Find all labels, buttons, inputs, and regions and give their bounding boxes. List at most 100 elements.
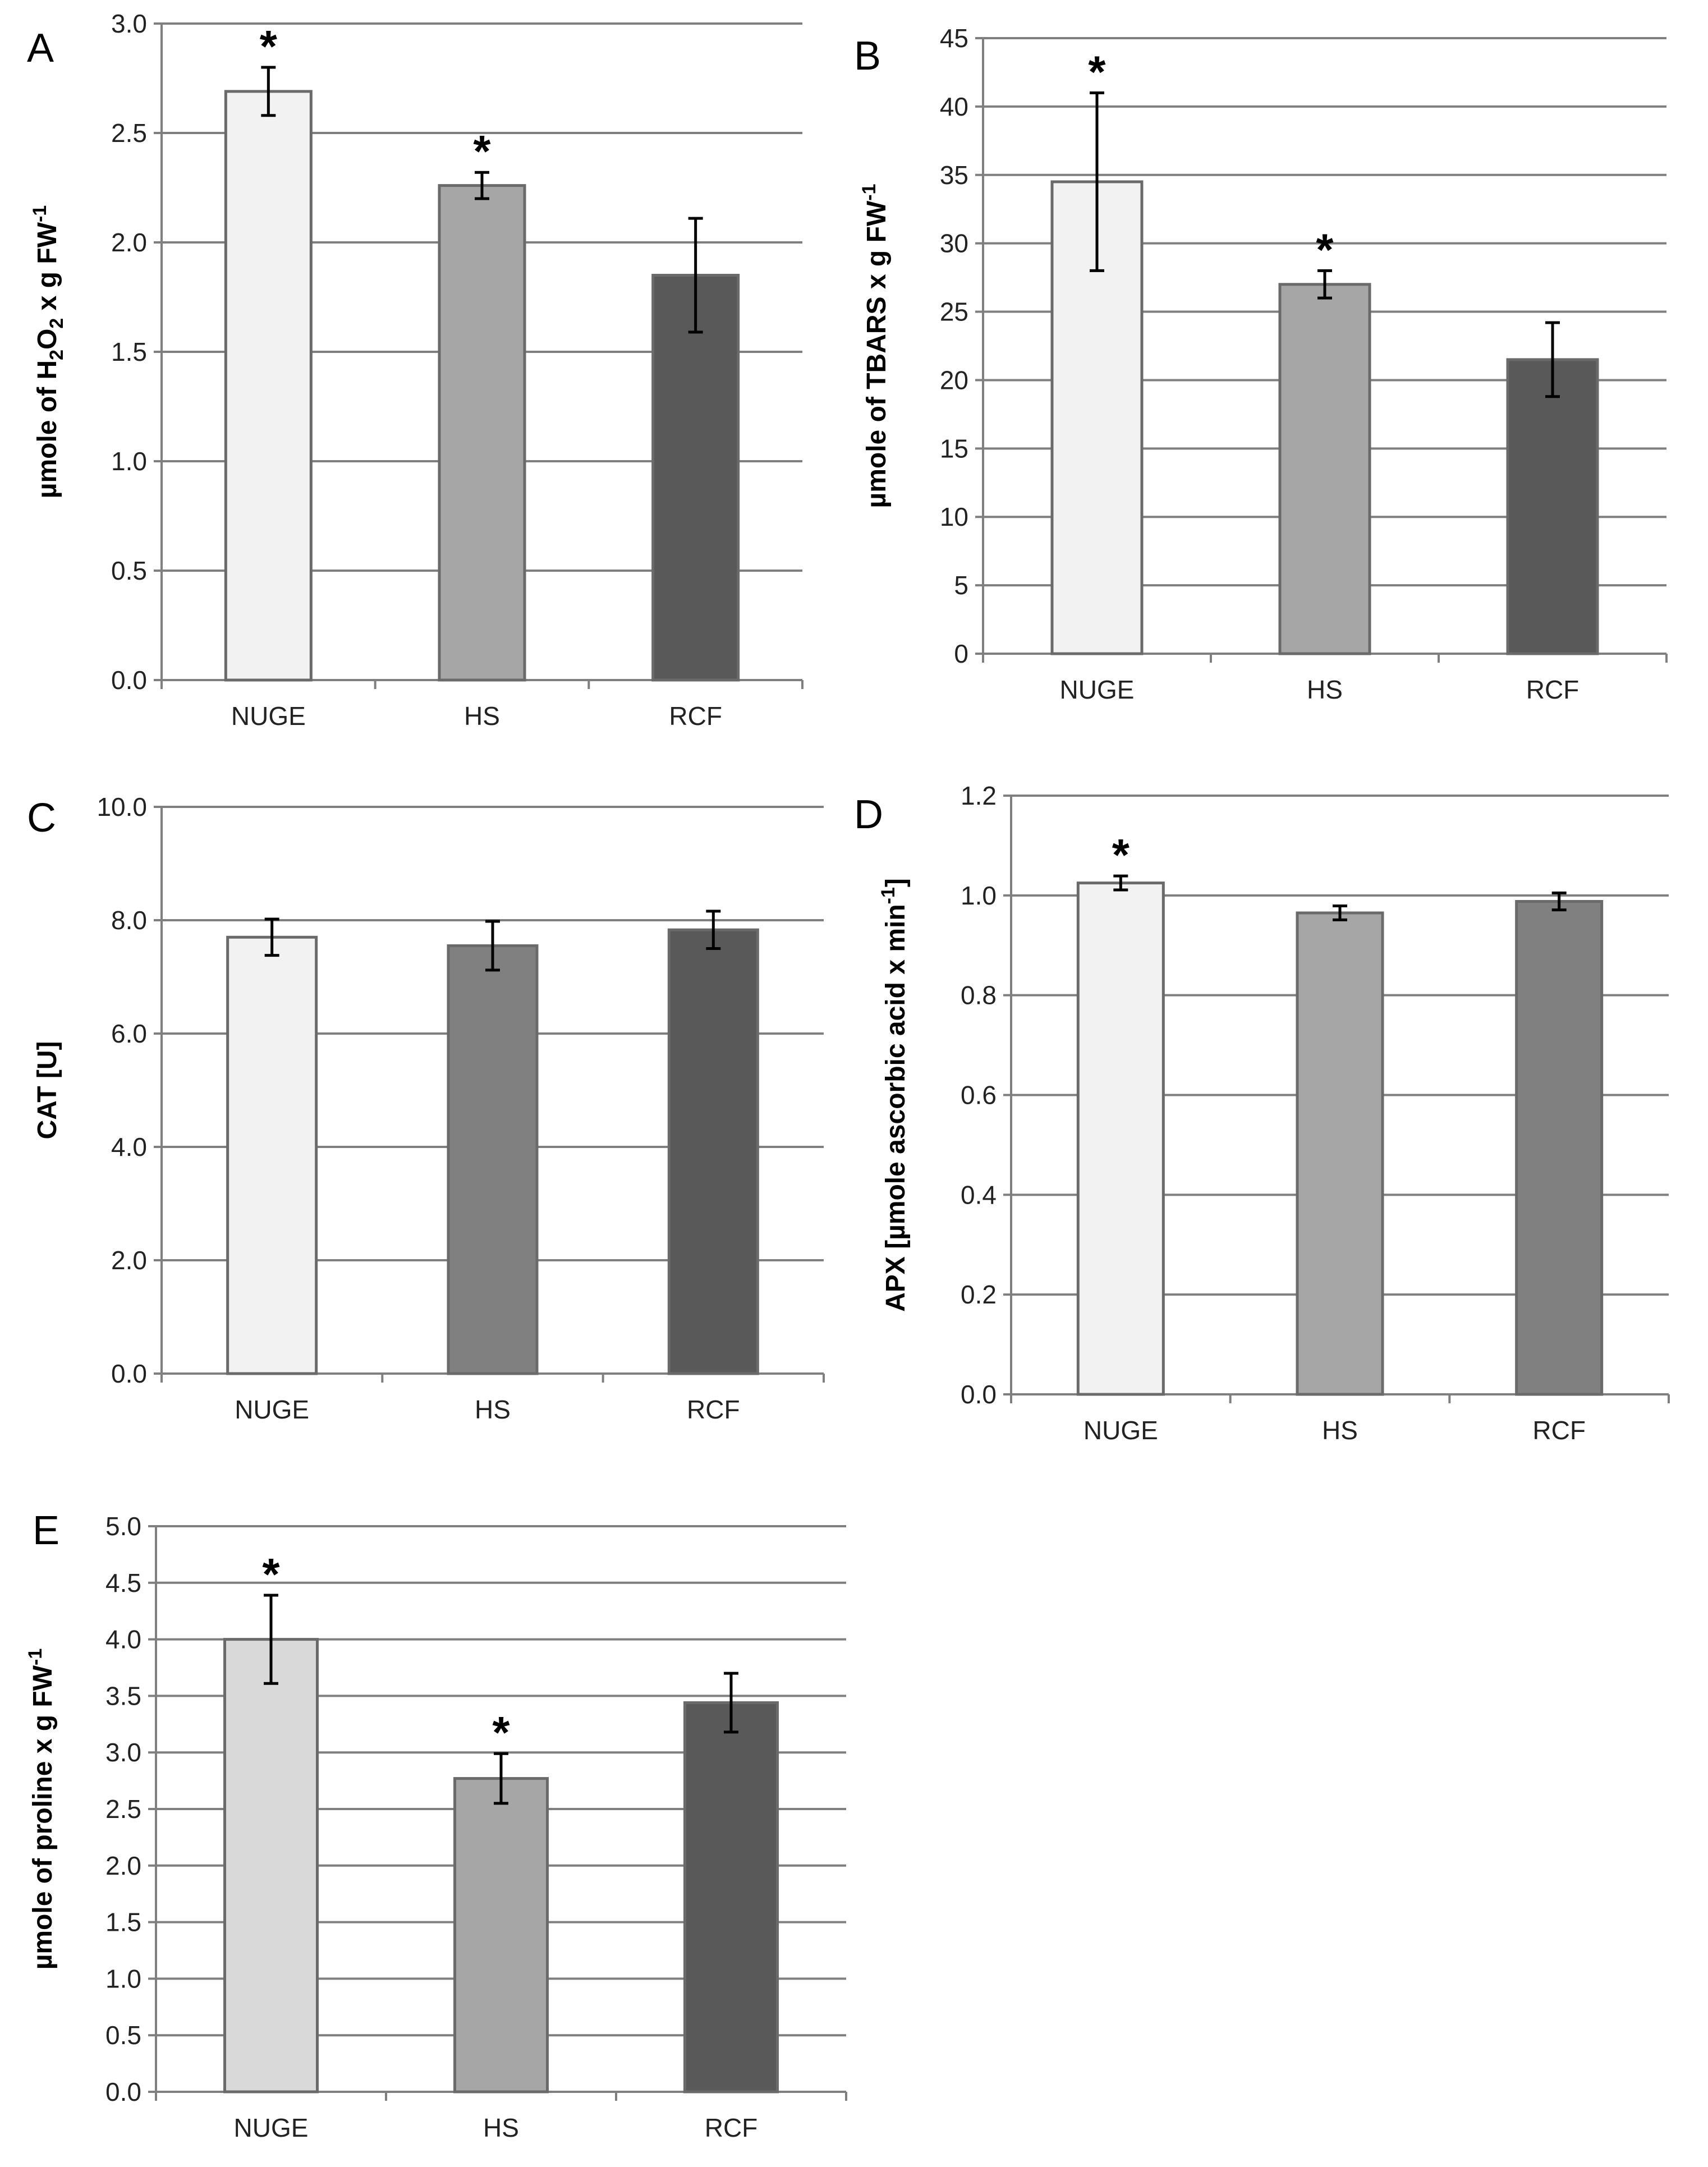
x-tick-label: RCF <box>1526 675 1580 704</box>
x-tick-label: RCF <box>669 701 722 731</box>
bar-hs <box>1296 911 1384 1396</box>
panel-label: A <box>27 26 54 71</box>
y-tick-label: 2.0 <box>111 228 147 257</box>
y-tick-label: 1.2 <box>961 781 997 810</box>
y-tick-label: 20 <box>940 365 968 394</box>
x-tick-label: HS <box>1322 1416 1358 1445</box>
y-axis-title-part: ] <box>881 878 911 887</box>
bar-hs <box>447 944 539 1375</box>
y-axis-title-part: x g FW <box>33 222 62 318</box>
y-tick-label: 0.6 <box>961 1081 997 1110</box>
bar-hs <box>453 1777 549 2093</box>
panel-label: E <box>33 1508 59 1553</box>
panel-label: D <box>854 792 883 837</box>
y-tick-label: 30 <box>940 229 968 258</box>
chart-panel-d: D 0.0 0.2 0.4 0.6 0.8 1.0 1.2 * NUGE HS RCF APX [µmo… <box>854 781 1670 1445</box>
y-tick-label: 0.5 <box>111 556 147 585</box>
y-axis-title: µmole of TBARS x g FW-1 <box>858 184 892 508</box>
y-axis-title-part: O <box>33 329 62 350</box>
bar-hs <box>438 184 526 682</box>
y-tick-label: 1.5 <box>111 337 147 366</box>
x-tick-label: HS <box>1307 675 1343 704</box>
significance-star: * <box>1112 830 1130 880</box>
significance-star: * <box>473 126 491 176</box>
y-tick-label: 8.0 <box>111 906 147 935</box>
bar-nuge <box>224 90 313 682</box>
y-axis-title: CAT [U] <box>33 1041 62 1139</box>
y-tick-label: 2.0 <box>111 1246 147 1275</box>
y-tick-label: 10 <box>940 502 968 531</box>
y-axis-title: µmole of proline x g FW-1 <box>25 1649 58 1970</box>
y-axis-title-part: -1 <box>858 184 880 201</box>
x-tick-label: NUGE <box>235 1395 309 1424</box>
y-tick-label: 0.0 <box>111 1359 147 1388</box>
y-tick-label: 40 <box>940 92 968 121</box>
bar-rcf <box>667 928 759 1375</box>
y-tick-label: 3.0 <box>111 9 147 38</box>
panel-label: B <box>854 34 881 79</box>
y-tick-label: 1.0 <box>961 881 997 910</box>
y-tick-label: 4.0 <box>105 1625 141 1654</box>
panel-label: C <box>27 796 56 841</box>
y-tick-label: 15 <box>940 434 968 463</box>
y-tick-label: 5.0 <box>105 1512 141 1541</box>
bar-rcf <box>683 1701 779 2093</box>
y-axis-title: APX [µmole ascorbic acid x min-1] <box>878 878 911 1312</box>
bar-hs <box>1278 283 1371 655</box>
x-tick-label: NUGE <box>1083 1416 1158 1445</box>
bar-nuge <box>226 935 318 1375</box>
y-tick-label: 0.5 <box>105 2021 141 2050</box>
y-tick-label: 2.0 <box>105 1851 141 1880</box>
y-tick-label: 2.5 <box>111 118 147 148</box>
x-tick-label: RCF <box>705 2113 758 2142</box>
y-tick-label: 0.0 <box>111 665 147 695</box>
y-tick-label: 0.2 <box>961 1280 997 1309</box>
y-axis-title-part: 2 <box>46 318 67 329</box>
significance-star: * <box>260 21 278 71</box>
y-tick-label: 4.5 <box>105 1568 141 1597</box>
y-tick-label: 0 <box>954 639 968 668</box>
bar-rcf <box>651 274 740 682</box>
x-tick-label: NUGE <box>234 2113 309 2142</box>
chart-panel-a: A 0.0 0.5 1.0 1.5 2.0 2.5 3.0 * NUGE * HS RCF µmole o… <box>27 9 804 731</box>
x-tick-label: RCF <box>687 1395 740 1424</box>
y-axis-title-part: 2 <box>46 350 67 360</box>
y-tick-label: 10.0 <box>97 792 147 821</box>
y-tick-label: 3.5 <box>105 1681 141 1710</box>
chart-panel-c: C 0.0 2.0 4.0 6.0 8.0 10.0 NUGE HS RCF CAT [U] <box>27 792 825 1424</box>
y-tick-label: 0.0 <box>105 2077 141 2106</box>
y-tick-label: 35 <box>940 160 968 190</box>
x-tick-label: NUGE <box>1060 675 1135 704</box>
y-tick-label: 0.4 <box>961 1180 997 1209</box>
y-axis-title-part: µmole of H <box>33 360 62 498</box>
significance-star: * <box>492 1707 510 1757</box>
y-tick-label: 5 <box>954 571 968 600</box>
y-tick-label: 1.0 <box>105 1964 141 1993</box>
bar-nuge <box>1076 882 1165 1396</box>
y-tick-label: 4.0 <box>111 1132 147 1161</box>
significance-star: * <box>1088 47 1106 97</box>
y-axis-title-part: APX [µmole ascorbic acid x min <box>881 904 911 1312</box>
y-tick-label: 6.0 <box>111 1019 147 1048</box>
y-axis-title-part: -1 <box>25 1649 46 1665</box>
bar-nuge <box>223 1638 319 2093</box>
y-tick-label: 25 <box>940 297 968 327</box>
y-tick-label: 1.5 <box>105 1908 141 1937</box>
significance-star: * <box>1316 224 1334 274</box>
bar-rcf <box>1515 900 1604 1396</box>
bar-rcf <box>1506 358 1599 655</box>
x-tick-label: HS <box>464 701 500 731</box>
y-tick-label: 45 <box>940 24 968 53</box>
chart-panel-b: B 0 5 10 15 20 25 30 35 40 45 * NUGE * HS RCF µmole of T… <box>854 24 1668 704</box>
x-tick-label: HS <box>475 1395 511 1424</box>
x-tick-label: HS <box>483 2113 519 2142</box>
y-axis-title-part: -1 <box>878 887 899 904</box>
significance-star: * <box>262 1549 280 1599</box>
y-tick-label: 0.8 <box>961 981 997 1010</box>
y-axis-title-part: -1 <box>29 205 50 222</box>
y-tick-label: 1.0 <box>111 447 147 476</box>
y-axis-title: µmole of H2O2 x g FW-1 <box>29 205 67 498</box>
y-tick-label: 3.0 <box>105 1738 141 1767</box>
x-tick-label: NUGE <box>231 701 306 731</box>
